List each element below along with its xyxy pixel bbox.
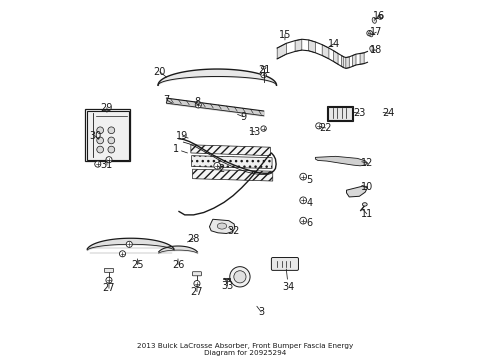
Text: 26: 26: [172, 259, 184, 270]
Text: 14: 14: [327, 39, 340, 49]
Text: 11: 11: [361, 209, 373, 219]
Circle shape: [108, 137, 115, 144]
Polygon shape: [295, 39, 302, 51]
Circle shape: [230, 267, 250, 287]
Text: 18: 18: [370, 45, 382, 55]
Text: 9: 9: [238, 112, 246, 122]
Polygon shape: [191, 145, 270, 156]
Text: 2: 2: [218, 164, 224, 174]
Circle shape: [126, 241, 132, 247]
Polygon shape: [322, 45, 329, 59]
Ellipse shape: [217, 223, 227, 229]
Polygon shape: [346, 57, 349, 68]
Polygon shape: [346, 186, 368, 197]
Polygon shape: [316, 156, 368, 166]
Circle shape: [300, 217, 307, 224]
Text: 16: 16: [372, 11, 385, 21]
Circle shape: [95, 161, 101, 167]
Text: 32: 32: [227, 226, 239, 236]
Text: 17: 17: [370, 27, 383, 37]
Circle shape: [300, 173, 307, 180]
Text: 31: 31: [101, 160, 113, 170]
Text: 22: 22: [319, 123, 332, 133]
Ellipse shape: [363, 203, 367, 206]
Text: 12: 12: [361, 158, 374, 168]
Circle shape: [97, 146, 103, 153]
Polygon shape: [192, 156, 272, 168]
Circle shape: [234, 271, 246, 283]
Ellipse shape: [372, 17, 376, 23]
Text: 25: 25: [131, 259, 144, 270]
Polygon shape: [277, 43, 286, 59]
FancyBboxPatch shape: [104, 268, 113, 273]
Text: 34: 34: [282, 269, 294, 292]
Polygon shape: [353, 54, 356, 66]
Circle shape: [261, 126, 267, 131]
Circle shape: [106, 277, 112, 283]
Circle shape: [214, 162, 220, 169]
Polygon shape: [334, 51, 338, 64]
Text: 28: 28: [187, 234, 200, 244]
Text: 27: 27: [191, 285, 203, 297]
Circle shape: [194, 280, 200, 287]
Circle shape: [120, 251, 125, 257]
Text: 6: 6: [303, 219, 312, 228]
Circle shape: [195, 102, 201, 108]
Text: 5: 5: [303, 175, 313, 185]
Text: 15: 15: [279, 30, 291, 40]
Circle shape: [261, 72, 267, 78]
Text: 10: 10: [362, 182, 374, 192]
Polygon shape: [87, 111, 129, 160]
Circle shape: [106, 157, 112, 163]
Circle shape: [97, 137, 103, 144]
Text: 4: 4: [303, 198, 312, 208]
Polygon shape: [342, 55, 344, 68]
Text: 23: 23: [353, 108, 366, 118]
FancyBboxPatch shape: [193, 272, 201, 276]
Text: 3: 3: [257, 306, 264, 317]
Circle shape: [300, 197, 307, 204]
Text: 13: 13: [249, 127, 261, 137]
Circle shape: [108, 127, 115, 134]
Circle shape: [97, 127, 103, 134]
Ellipse shape: [261, 66, 266, 69]
Circle shape: [378, 14, 383, 19]
Text: 20: 20: [153, 67, 167, 77]
Text: 24: 24: [383, 108, 395, 118]
Circle shape: [367, 31, 372, 36]
FancyBboxPatch shape: [271, 257, 298, 270]
Circle shape: [316, 123, 322, 129]
Text: 29: 29: [101, 103, 113, 113]
Text: 2013 Buick LaCrosse Absorber, Front Bumper Fascia Energy
Diagram for 20925294: 2013 Buick LaCrosse Absorber, Front Bump…: [137, 343, 353, 356]
Circle shape: [108, 146, 115, 153]
Text: 30: 30: [89, 131, 101, 141]
Text: 7: 7: [163, 95, 172, 105]
Ellipse shape: [370, 46, 374, 52]
Polygon shape: [309, 40, 316, 53]
Polygon shape: [360, 53, 364, 64]
Text: 33: 33: [221, 280, 234, 291]
FancyBboxPatch shape: [328, 107, 352, 120]
Text: 19: 19: [176, 131, 189, 141]
Polygon shape: [193, 169, 273, 181]
Ellipse shape: [369, 31, 373, 37]
Text: 27: 27: [103, 282, 115, 293]
Text: 21: 21: [258, 66, 271, 75]
Text: 1: 1: [172, 144, 188, 154]
Polygon shape: [209, 219, 235, 234]
Text: 8: 8: [195, 96, 201, 107]
